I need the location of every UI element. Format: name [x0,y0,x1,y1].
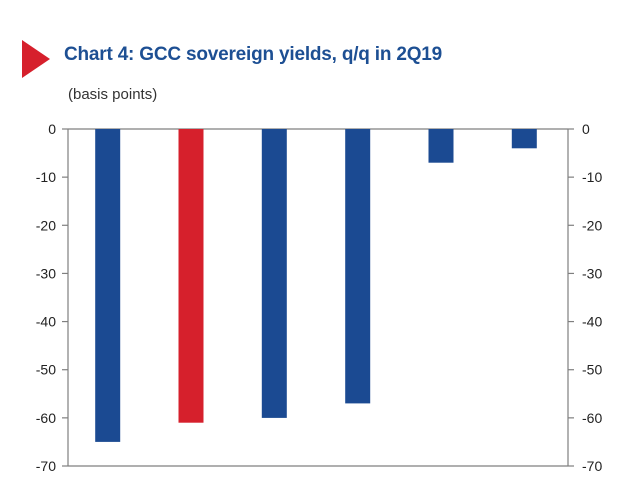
y-tick-label-right: -10 [582,169,602,185]
bar [345,129,371,404]
chart-title: Chart 4: GCC sovereign yields, q/q in 2Q… [64,44,443,65]
y-tick-label-left: -20 [36,217,56,233]
y-tick-label-left: 0 [48,121,56,137]
y-tick-label-left: -30 [36,265,56,281]
bar [95,129,121,442]
y-tick-label-left: -40 [36,314,56,330]
bar [511,129,537,149]
title-marker-icon [22,40,50,78]
y-tick-label-right: -30 [582,265,602,281]
bar [261,129,287,418]
bar [428,129,454,163]
y-tick-label-right: -40 [582,314,602,330]
y-tick-label-right: -50 [582,362,602,378]
y-tick-label-right: 0 [582,121,590,137]
y-tick-label-left: -70 [36,458,56,474]
y-tick-label-right: -70 [582,458,602,474]
chart-subtitle: (basis points) [68,86,158,103]
y-tick-label-right: -60 [582,410,602,426]
y-tick-label-right: -20 [582,217,602,233]
y-tick-label-left: -10 [36,169,56,185]
y-tick-label-left: -60 [36,410,56,426]
bar [178,129,204,423]
y-tick-label-left: -50 [36,362,56,378]
